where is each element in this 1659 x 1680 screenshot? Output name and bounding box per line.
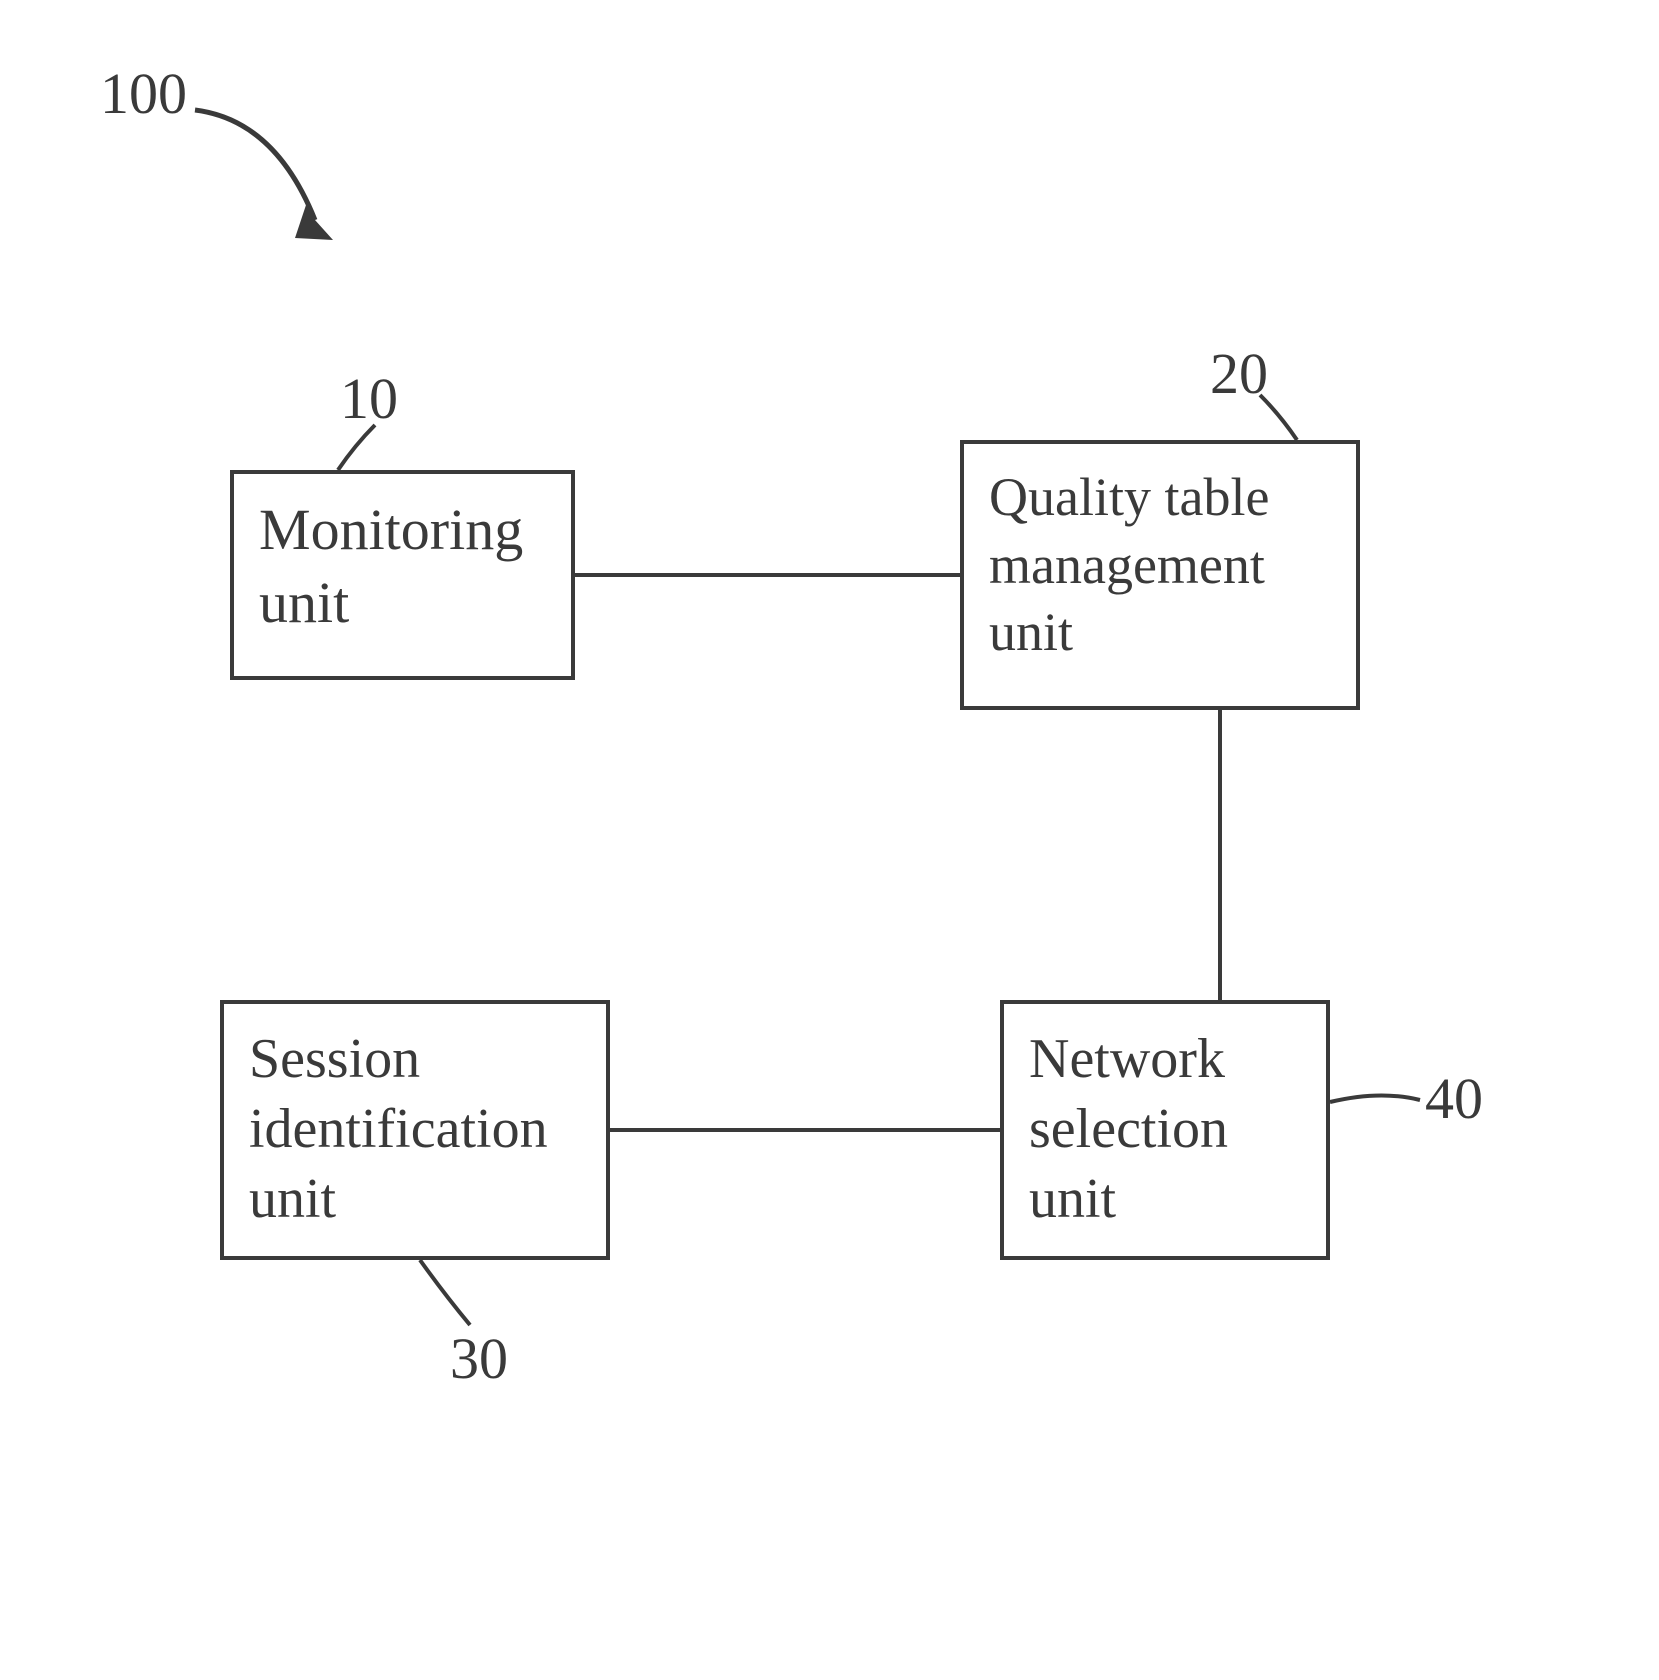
network-unit-box: Network selection unit — [1000, 1000, 1330, 1260]
monitoring-unit-label: Monitoring unit — [259, 497, 523, 635]
ref-30-leader — [415, 1260, 485, 1330]
ref-40-label: 40 — [1425, 1065, 1483, 1132]
network-unit-label: Network selection unit — [1029, 1028, 1228, 1230]
edge-session-network — [610, 1128, 1000, 1132]
edge-monitoring-quality — [575, 573, 960, 577]
system-arrow-icon — [175, 90, 355, 270]
system-ref-label: 100 — [100, 60, 187, 127]
monitoring-unit-box: Monitoring unit — [230, 470, 575, 680]
session-unit-label: Session identification unit — [249, 1028, 548, 1230]
block-diagram: 100 Monitoring unit 10 Quality table man… — [0, 0, 1659, 1680]
ref-10-label: 10 — [340, 365, 398, 432]
quality-unit-label: Quality table management unit — [989, 467, 1269, 662]
session-unit-box: Session identification unit — [220, 1000, 610, 1260]
ref-30-label: 30 — [450, 1325, 508, 1392]
ref-10-leader — [330, 425, 390, 475]
edge-quality-network — [1218, 710, 1222, 1000]
ref-20-leader — [1255, 395, 1315, 445]
ref-40-leader — [1330, 1090, 1425, 1120]
quality-unit-box: Quality table management unit — [960, 440, 1360, 710]
